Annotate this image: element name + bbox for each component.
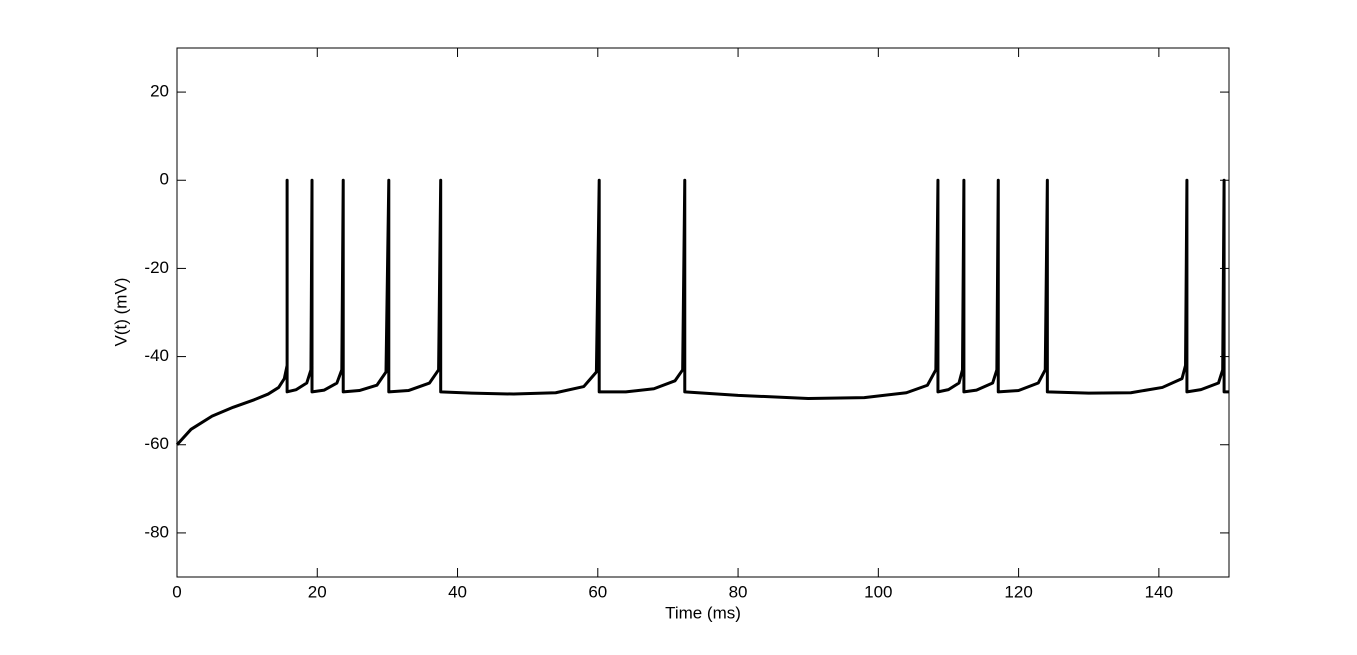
- y-tick-label: 0: [160, 170, 169, 189]
- x-tick-label: 0: [172, 582, 181, 601]
- x-tick-label: 80: [729, 582, 748, 601]
- x-axis-label: Time (ms): [665, 603, 741, 622]
- x-tick-label: 20: [308, 582, 327, 601]
- y-tick-label: -40: [144, 346, 169, 365]
- x-tick-label: 100: [864, 582, 892, 601]
- y-tick-label: -60: [144, 434, 169, 453]
- x-tick-label: 140: [1145, 582, 1173, 601]
- y-tick-label: 20: [150, 82, 169, 101]
- x-tick-label: 40: [448, 582, 467, 601]
- y-tick-label: -80: [144, 522, 169, 541]
- plot-frame: [176, 47, 1230, 578]
- x-tick-label: 120: [1004, 582, 1032, 601]
- x-tick-label: 60: [588, 582, 607, 601]
- y-axis-label: V(t) (mV): [111, 278, 130, 347]
- line-series: [175, 178, 1229, 446]
- y-tick-label: -20: [144, 258, 169, 277]
